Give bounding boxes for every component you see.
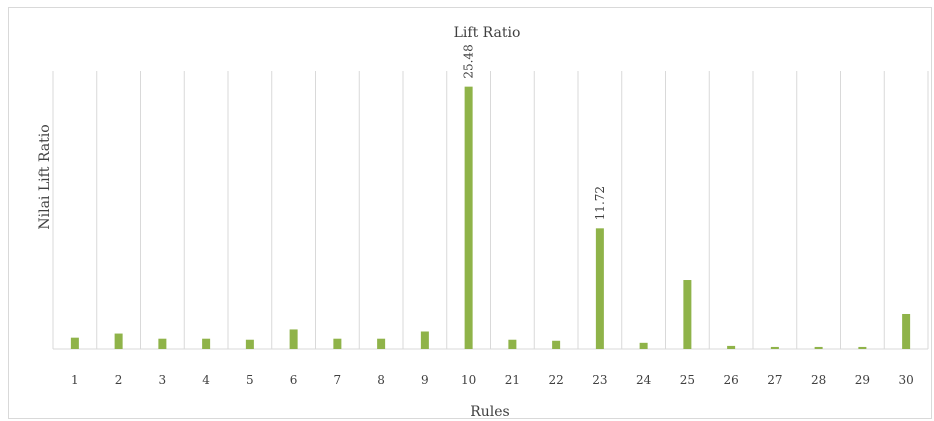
y-axis-title: Nilai Lift Ratio (37, 124, 53, 229)
x-tick-label: 2 (115, 373, 123, 387)
x-tick-labels: 1 2 3 4 5 6 7 8 9 10 21 22 23 24 25 26 27 28 29 30 (71, 373, 914, 387)
bars (70, 86, 911, 350)
x-tick-label: 22 (548, 373, 563, 387)
bar-rule-8 (377, 338, 386, 349)
bar-rule-25 (683, 280, 692, 349)
x-axis-title: Rules (470, 404, 510, 420)
x-tick-label: 29 (855, 373, 870, 387)
bar-rule-24 (639, 342, 648, 349)
x-tick-label: 30 (898, 373, 913, 387)
bar-rule-23 (595, 228, 604, 349)
bar-rule-3 (158, 338, 167, 349)
bar-rule-28 (814, 346, 823, 349)
data-label: 11.72 (593, 186, 607, 220)
x-tick-label: 25 (680, 373, 695, 387)
x-tick-label: 23 (592, 373, 607, 387)
data-labels: 25.48 11.72 (462, 44, 607, 220)
x-tick-label: 9 (421, 373, 429, 387)
x-tick-label: 3 (159, 373, 167, 387)
bar-rule-9 (420, 331, 429, 349)
bar-rule-26 (727, 345, 736, 349)
x-tick-label: 8 (377, 373, 385, 387)
bar-rule-22 (552, 340, 561, 349)
bar-rule-21 (508, 339, 517, 349)
bar-rule-5 (245, 339, 254, 349)
x-tick-label: 5 (246, 373, 254, 387)
bar-rule-1 (70, 337, 79, 349)
chart-title: Lift Ratio (454, 25, 521, 41)
x-tick-label: 21 (505, 373, 520, 387)
x-tick-label: 24 (636, 373, 652, 387)
bar-rule-30 (902, 313, 911, 349)
data-label: 25.48 (462, 44, 476, 78)
bar-rule-2 (114, 333, 123, 349)
x-tick-label: 26 (723, 373, 738, 387)
x-tick-label: 28 (811, 373, 826, 387)
bar-rule-27 (770, 346, 779, 349)
x-tick-label: 4 (202, 373, 210, 387)
bar-rule-4 (202, 338, 211, 349)
x-tick-label: 6 (290, 373, 298, 387)
bar-rule-7 (333, 338, 342, 349)
x-tick-label: 10 (461, 373, 476, 387)
x-tick-label: 1 (71, 373, 79, 387)
bar-rule-6 (289, 329, 298, 349)
bar-rule-10 (464, 86, 473, 350)
bar-rule-29 (858, 346, 867, 349)
gridlines (52, 71, 929, 349)
x-tick-label: 7 (334, 373, 342, 387)
x-tick-label: 27 (767, 373, 782, 387)
